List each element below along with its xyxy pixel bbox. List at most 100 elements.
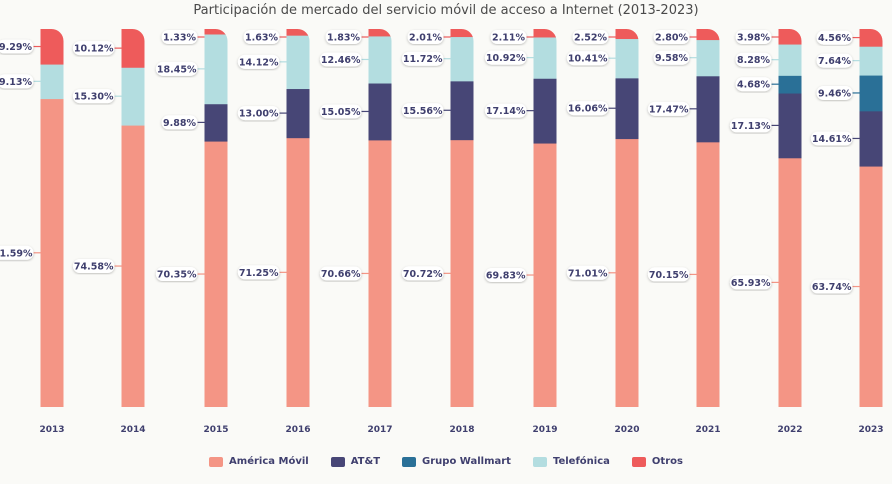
label-pill (407, 30, 444, 44)
x-tick-label: 2016 (285, 425, 310, 435)
data-label: 71.25% (239, 268, 279, 279)
legend-label: América Móvil (229, 456, 309, 467)
bar-segment (204, 29, 228, 35)
bar-segment (450, 139, 474, 407)
label-pill (401, 51, 444, 66)
bar-segment (450, 80, 474, 141)
data-label: 65.93% (731, 278, 771, 289)
bar-2013 (40, 29, 64, 407)
legend-label: Grupo Wallmart (422, 456, 511, 467)
data-label: 1.83% (327, 33, 360, 44)
bar-2022 (778, 29, 802, 407)
label-pill (735, 52, 772, 67)
label-pill (484, 50, 527, 65)
bar-segment (533, 78, 557, 144)
bar-segment (40, 64, 64, 100)
label-pill (319, 52, 362, 67)
legend-swatch (402, 456, 417, 467)
x-tick-label: 2022 (777, 425, 802, 435)
label-pill (653, 30, 690, 44)
data-label: 7.64% (818, 56, 851, 67)
legend-swatch (532, 456, 547, 467)
data-label: 18.45% (157, 64, 197, 75)
legend-label: Telefónica (552, 456, 610, 467)
bar-segment (533, 143, 557, 407)
label-pill (401, 103, 444, 118)
data-label: 2.52% (574, 33, 607, 44)
data-label: 10.12% (74, 44, 114, 55)
bar-2021 (696, 29, 720, 407)
x-tick-label: 2015 (203, 425, 228, 435)
legend-item: Telefónica (532, 456, 610, 467)
label-pill (237, 54, 280, 69)
data-label: 11.72% (403, 54, 443, 65)
bar-2023 (859, 29, 883, 407)
bar-segment (696, 141, 720, 407)
label-pill (155, 61, 198, 76)
bar-segment (615, 138, 639, 407)
bar-segment (778, 75, 802, 94)
label-pill (735, 30, 772, 44)
label-pill (72, 259, 115, 274)
bar-segment (533, 29, 557, 38)
data-label: 70.72% (403, 269, 443, 280)
legend-swatch (209, 456, 224, 467)
label-pill (484, 103, 527, 118)
label-pill (155, 267, 198, 282)
label-pill (566, 265, 609, 280)
bar-segment (40, 98, 64, 407)
data-label: 71.01% (568, 268, 608, 279)
label-pill (237, 265, 280, 280)
x-tick-label: 2019 (532, 425, 557, 435)
bar-2015 (204, 29, 228, 407)
bar-segment (450, 36, 474, 82)
chart-title: Participación de mercado del servicio mó… (193, 3, 699, 18)
bar-segment (778, 157, 802, 407)
data-label: 63.74% (812, 282, 852, 293)
data-label: 17.13% (731, 121, 771, 132)
bar-segment (40, 29, 64, 65)
legend-item: Grupo Wallmart (402, 456, 511, 467)
x-tick-label: 2013 (39, 425, 64, 435)
legend-item: Otros (631, 456, 683, 467)
label-pill (325, 30, 362, 44)
bar-segment (859, 110, 883, 167)
bar-segment (121, 29, 145, 68)
label-pill (566, 51, 609, 66)
bar-segment (859, 46, 883, 76)
legend-label: Otros (651, 456, 683, 467)
bar-segment (368, 139, 392, 407)
label-pill (653, 50, 690, 65)
label-pill (161, 30, 198, 44)
label-pill (729, 118, 772, 133)
data-label: 4.56% (818, 33, 851, 44)
bar-segment (859, 166, 883, 407)
bar-segment (533, 36, 557, 79)
label-pill (816, 53, 853, 68)
data-label: 14.61% (812, 134, 852, 145)
legend-swatch (330, 456, 345, 467)
label-pill (647, 267, 690, 282)
bar-segment (204, 33, 228, 105)
bar-segment (615, 77, 639, 140)
label-pill (647, 101, 690, 116)
bar-segment (696, 29, 720, 41)
legend: América Móvil AT&T Grupo Wallmart Telefónic… (0, 456, 892, 467)
bar-segment (859, 75, 883, 112)
bar-2016 (286, 29, 310, 407)
data-label: 69.83% (486, 271, 526, 282)
bar-segment (859, 29, 883, 47)
label-pill (490, 30, 527, 44)
label-pill (243, 30, 280, 44)
bar-segment (778, 93, 802, 159)
label-pill (319, 104, 362, 119)
bar-segment (696, 39, 720, 77)
bar-segment (368, 83, 392, 141)
bar-segment (286, 88, 310, 139)
bar-segment (286, 35, 310, 90)
x-tick-label: 2021 (695, 425, 720, 435)
x-tick-label: 2014 (120, 425, 145, 435)
label-pill (566, 101, 609, 116)
data-label: 15.05% (321, 107, 361, 118)
label-pill (572, 30, 609, 44)
